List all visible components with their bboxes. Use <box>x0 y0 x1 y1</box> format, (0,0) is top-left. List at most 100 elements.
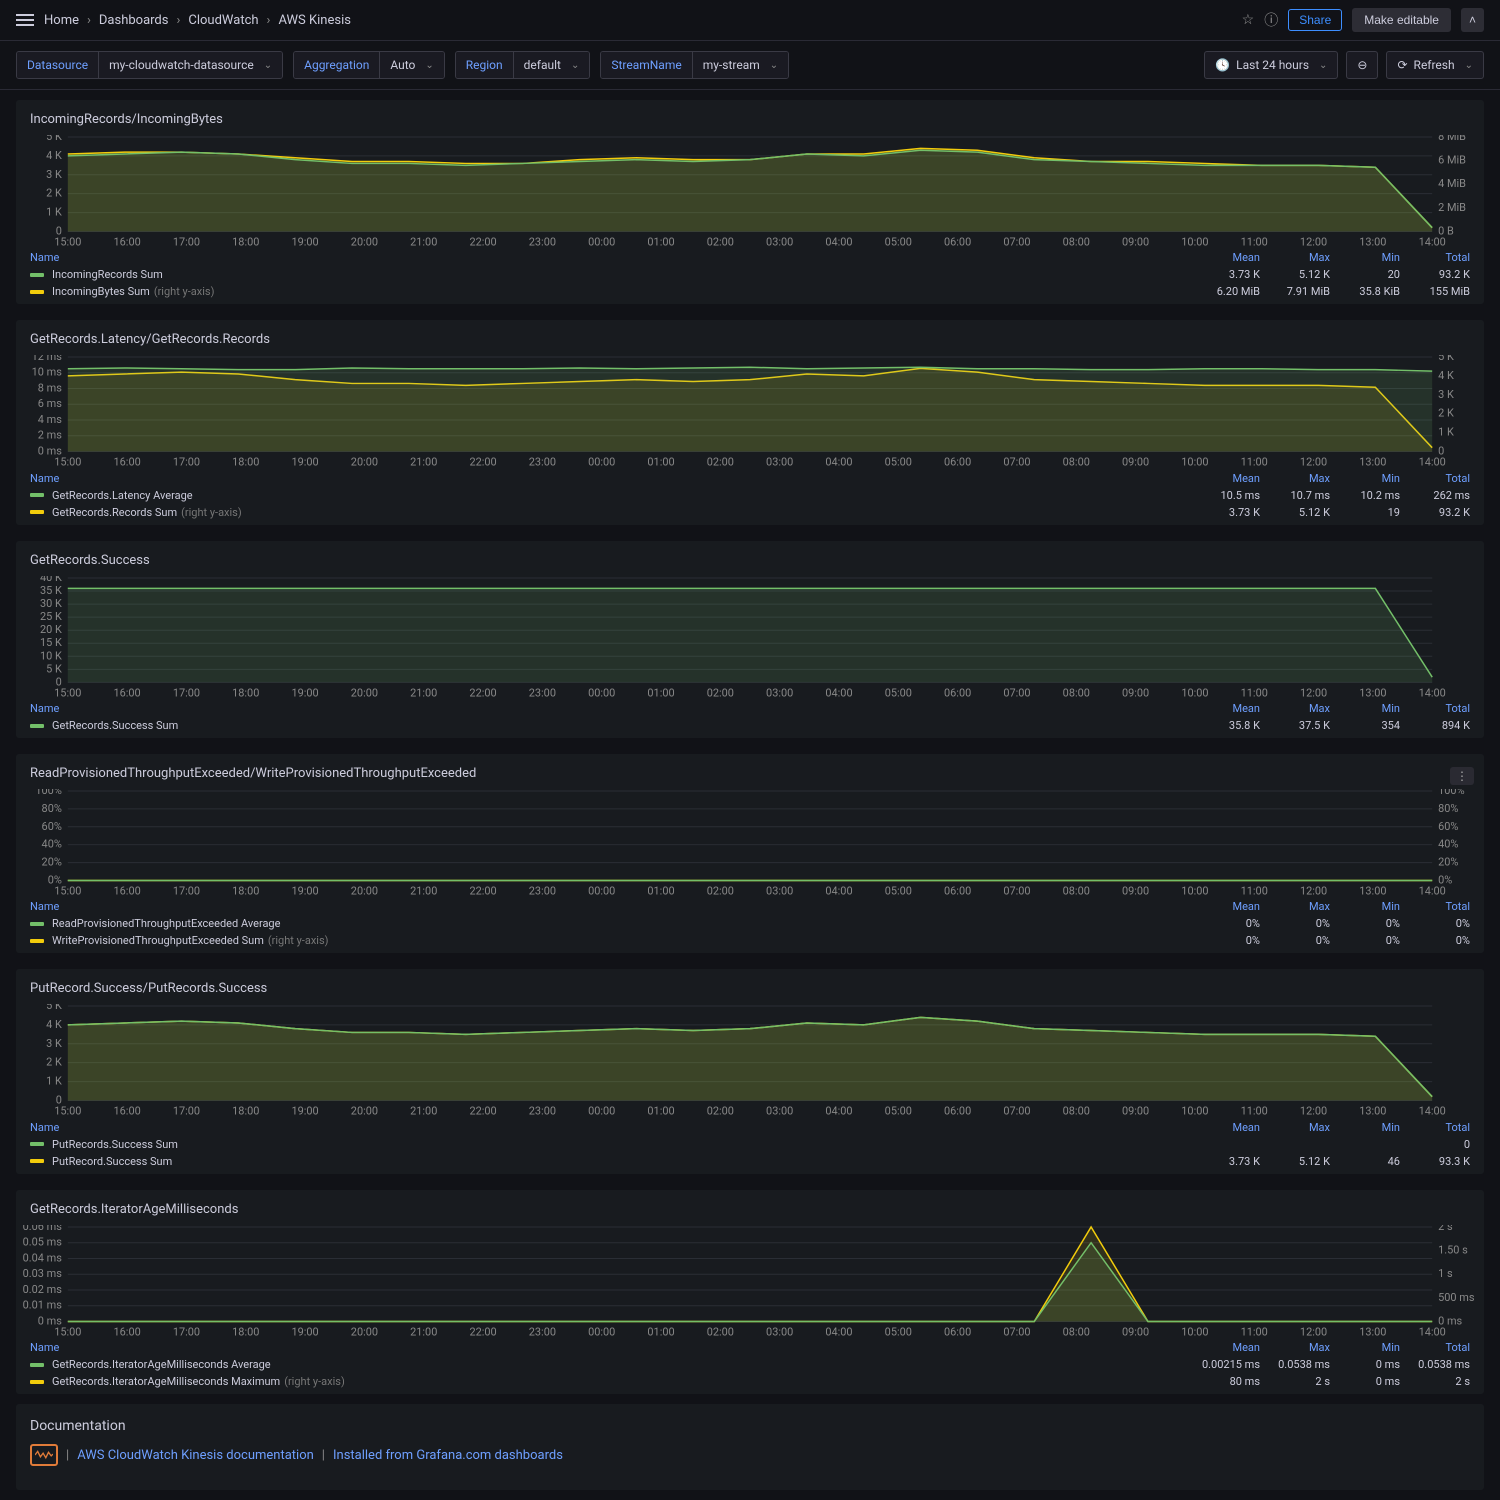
legend-col-min[interactable]: Min <box>1330 251 1400 264</box>
time-range-picker[interactable]: 🕓 Last 24 hours ⌄ <box>1204 51 1338 79</box>
legend-val-max: 0% <box>1260 917 1330 930</box>
legend-col-mean[interactable]: Mean <box>1190 702 1260 715</box>
breadcrumb-cloudwatch[interactable]: CloudWatch <box>188 13 258 28</box>
menu-icon[interactable] <box>16 10 36 30</box>
legend-row[interactable]: ReadProvisionedThroughputExceeded Averag… <box>20 915 1480 932</box>
svg-text:17:00: 17:00 <box>173 1325 200 1338</box>
panel-title: IncomingRecords/IncomingBytes <box>20 108 233 135</box>
svg-text:09:00: 09:00 <box>1122 686 1149 699</box>
svg-text:03:00: 03:00 <box>766 884 793 897</box>
doc-link-kinesis[interactable]: AWS CloudWatch Kinesis documentation <box>77 1448 314 1463</box>
legend-col-max[interactable]: Max <box>1260 251 1330 264</box>
svg-text:14:00: 14:00 <box>1419 1105 1446 1118</box>
svg-text:00:00: 00:00 <box>588 235 615 248</box>
share-button[interactable]: Share <box>1288 9 1342 31</box>
doc-link-grafana[interactable]: Installed from Grafana.com dashboards <box>333 1448 563 1463</box>
legend-row[interactable]: PutRecords.Success Sum0 <box>20 1136 1480 1153</box>
legend-name-header[interactable]: Name <box>30 1341 59 1354</box>
svg-text:13:00: 13:00 <box>1359 1325 1386 1338</box>
legend-col-mean[interactable]: Mean <box>1190 1341 1260 1354</box>
zoom-out-button[interactable]: ⊖ <box>1346 51 1378 79</box>
svg-text:06:00: 06:00 <box>944 456 971 469</box>
svg-text:02:00: 02:00 <box>707 884 734 897</box>
legend-col-min[interactable]: Min <box>1330 702 1400 715</box>
chart-area[interactable]: 0%20%40%60%80%100%0%20%40%60%80%100%15:0… <box>20 789 1480 898</box>
legend-row[interactable]: IncomingBytes Sum(right y-axis)6.20 MiB7… <box>20 283 1480 300</box>
chart-area[interactable]: 0 ms0.01 ms0.02 ms0.03 ms0.04 ms0.05 ms0… <box>20 1225 1480 1339</box>
legend-row[interactable]: IncomingRecords Sum3.73 K5.12 K2093.2 K <box>20 266 1480 283</box>
legend-col-max[interactable]: Max <box>1260 900 1330 913</box>
legend-col-mean[interactable]: Mean <box>1190 251 1260 264</box>
legend-name-header[interactable]: Name <box>30 900 59 913</box>
svg-text:22:00: 22:00 <box>469 884 496 897</box>
breadcrumb-home[interactable]: Home <box>44 13 79 28</box>
legend-val-total: 262 ms <box>1400 489 1470 502</box>
svg-text:23:00: 23:00 <box>529 1325 556 1338</box>
chart-panel: GetRecords.Latency/GetRecords.Records0 m… <box>16 320 1484 524</box>
legend-col-max[interactable]: Max <box>1260 1341 1330 1354</box>
filter-stream[interactable]: StreamName my-stream⌄ <box>600 51 789 79</box>
chart-area[interactable]: 01 K2 K3 K4 K5 K0 B2 MiB4 MiB6 MiB8 MiB1… <box>20 135 1480 249</box>
legend-row[interactable]: PutRecord.Success Sum3.73 K5.12 K4693.3 … <box>20 1153 1480 1170</box>
expand-button[interactable]: ˄ <box>1461 8 1484 32</box>
svg-text:23:00: 23:00 <box>529 884 556 897</box>
legend-col-total[interactable]: Total <box>1400 472 1470 485</box>
legend-col-min[interactable]: Min <box>1330 1341 1400 1354</box>
svg-text:1.50 s: 1.50 s <box>1438 1243 1468 1256</box>
legend-col-min[interactable]: Min <box>1330 472 1400 485</box>
svg-text:17:00: 17:00 <box>173 456 200 469</box>
legend-col-total[interactable]: Total <box>1400 1341 1470 1354</box>
legend-row[interactable]: GetRecords.IteratorAgeMilliseconds Avera… <box>20 1356 1480 1373</box>
documentation-panel: Documentation | AWS CloudWatch Kinesis d… <box>16 1404 1484 1490</box>
legend-row[interactable]: GetRecords.IteratorAgeMilliseconds Maxim… <box>20 1373 1480 1390</box>
legend-col-mean[interactable]: Mean <box>1190 472 1260 485</box>
legend-row[interactable]: GetRecords.Success Sum35.8 K37.5 K354894… <box>20 717 1480 734</box>
legend-col-max[interactable]: Max <box>1260 702 1330 715</box>
filter-datasource[interactable]: Datasource my-cloudwatch-datasource⌄ <box>16 51 283 79</box>
svg-text:18:00: 18:00 <box>232 1105 259 1118</box>
legend-row[interactable]: WriteProvisionedThroughputExceeded Sum(r… <box>20 932 1480 949</box>
legend-name-header[interactable]: Name <box>30 1121 59 1134</box>
legend-label: IncomingRecords Sum <box>52 268 1190 281</box>
legend-col-total[interactable]: Total <box>1400 900 1470 913</box>
chart-area[interactable]: 01 K2 K3 K4 K5 K15:0016:0017:0018:0019:0… <box>20 1004 1480 1118</box>
legend-col-mean[interactable]: Mean <box>1190 1121 1260 1134</box>
legend-row[interactable]: GetRecords.Records Sum(right y-axis)3.73… <box>20 504 1480 521</box>
svg-text:07:00: 07:00 <box>1003 1105 1030 1118</box>
svg-text:09:00: 09:00 <box>1122 1325 1149 1338</box>
legend-name-header[interactable]: Name <box>30 472 59 485</box>
legend-col-max[interactable]: Max <box>1260 472 1330 485</box>
filter-aggregation[interactable]: Aggregation Auto⌄ <box>293 51 445 79</box>
svg-text:19:00: 19:00 <box>291 235 318 248</box>
svg-text:06:00: 06:00 <box>944 884 971 897</box>
star-icon[interactable]: ☆ <box>1242 12 1255 28</box>
svg-text:25 K: 25 K <box>40 610 62 623</box>
svg-text:100%: 100% <box>1438 789 1464 797</box>
legend-row[interactable]: GetRecords.Latency Average10.5 ms10.7 ms… <box>20 487 1480 504</box>
breadcrumb-dashboards[interactable]: Dashboards <box>99 13 169 28</box>
panel-menu-icon[interactable]: ⋮ <box>1450 767 1474 785</box>
legend-col-min[interactable]: Min <box>1330 1121 1400 1134</box>
legend-col-mean[interactable]: Mean <box>1190 900 1260 913</box>
legend-name-header[interactable]: Name <box>30 251 59 264</box>
legend-col-total[interactable]: Total <box>1400 702 1470 715</box>
legend-col-max[interactable]: Max <box>1260 1121 1330 1134</box>
svg-text:10:00: 10:00 <box>1181 456 1208 469</box>
svg-text:10 K: 10 K <box>40 649 62 662</box>
legend-col-min[interactable]: Min <box>1330 900 1400 913</box>
legend-col-total[interactable]: Total <box>1400 251 1470 264</box>
chart-area[interactable]: 05 K10 K15 K20 K25 K30 K35 K40 K15:0016:… <box>20 576 1480 700</box>
legend-name-header[interactable]: Name <box>30 702 59 715</box>
make-editable-button[interactable]: Make editable <box>1352 8 1451 32</box>
chart-area[interactable]: 0 ms2 ms4 ms6 ms8 ms10 ms12 ms01 K2 K3 K… <box>20 355 1480 469</box>
legend-val-max: 2 s <box>1260 1375 1330 1388</box>
svg-text:02:00: 02:00 <box>707 1325 734 1338</box>
refresh-button[interactable]: ⟳ Refresh ⌄ <box>1386 51 1484 79</box>
filter-region[interactable]: Region default⌄ <box>455 51 591 79</box>
info-icon[interactable]: ⓘ <box>1264 10 1278 30</box>
legend-col-total[interactable]: Total <box>1400 1121 1470 1134</box>
svg-text:16:00: 16:00 <box>114 456 141 469</box>
legend-val-max: 0% <box>1260 934 1330 947</box>
legend-val-mean: 3.73 K <box>1190 506 1260 519</box>
topbar: Home › Dashboards › CloudWatch › AWS Kin… <box>0 0 1500 41</box>
